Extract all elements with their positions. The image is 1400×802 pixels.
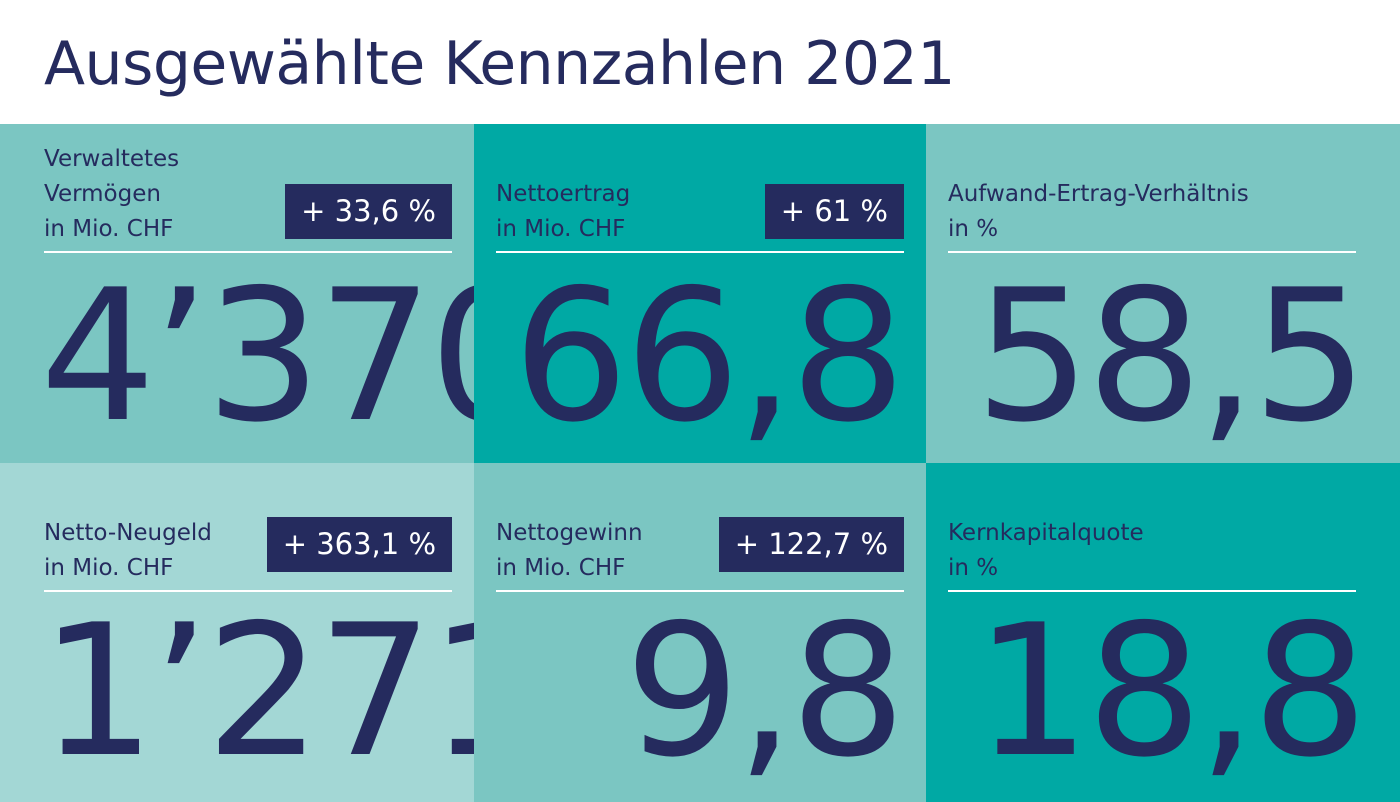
kpi-label-line: in % [948, 555, 999, 581]
kpi-label-line: Nettogewinn [496, 520, 643, 546]
page-title: Ausgewählte Kennzahlen 2021 [44, 29, 955, 99]
kpi-tile-cost-income-ratio: Aufwand-Ertrag-Verhältnis in % 58,5 [926, 124, 1400, 463]
kpi-label: Aufwand-Ertrag-Verhältnis in % [948, 177, 1249, 247]
kpi-tile-tier1-capital-ratio: Kernkapitalquote in % 18,8 [926, 463, 1400, 802]
kpi-label-line: in Mio. CHF [496, 555, 626, 581]
kpi-label: Kernkapitalquote in % [948, 516, 1144, 586]
kpi-tile-assets-under-management: Verwaltetes Vermögen in Mio. CHF + 33,6 … [0, 124, 474, 463]
header: Ausgewählte Kennzahlen 2021 [0, 0, 1400, 124]
kpi-change-badge: + 61 % [764, 184, 904, 239]
kpi-label: Verwaltetes Vermögen in Mio. CHF [44, 142, 179, 247]
kpi-label-line: in Mio. CHF [496, 216, 626, 242]
kpi-change-badge: + 363,1 % [266, 517, 452, 572]
kpi-label-line: Vermögen [44, 181, 161, 207]
divider [496, 590, 904, 592]
kpi-label-line: Aufwand-Ertrag-Verhältnis [948, 181, 1249, 207]
kpi-value: 58,5 [974, 250, 1368, 462]
kpi-change-badge: + 122,7 % [718, 517, 904, 572]
kpi-label-line: in Mio. CHF [44, 216, 174, 242]
kpi-value: 66,8 [512, 250, 906, 462]
kpi-label-line: Kernkapitalquote [948, 520, 1144, 546]
divider [948, 251, 1356, 253]
kpi-label-line: in Mio. CHF [44, 555, 174, 581]
kpi-value: 9,8 [624, 585, 906, 797]
kpi-value: 1’271 [40, 585, 474, 797]
divider [44, 590, 452, 592]
kpi-label-line: Nettoertrag [496, 181, 631, 207]
kpi-tile-net-revenue: Nettoertrag in Mio. CHF + 61 % 66,8 [474, 124, 926, 463]
kpi-tile-net-profit: Nettogewinn in Mio. CHF + 122,7 % 9,8 [474, 463, 926, 802]
kpi-grid: Verwaltetes Vermögen in Mio. CHF + 33,6 … [0, 124, 1400, 802]
kpi-label-line: Verwaltetes [44, 146, 180, 172]
kpi-change-badge: + 33,6 % [285, 184, 452, 239]
kpi-label: Nettogewinn in Mio. CHF [496, 516, 643, 586]
kpi-value: 18,8 [974, 585, 1368, 797]
kpi-label: Nettoertrag in Mio. CHF [496, 177, 630, 247]
kpi-tile-net-new-money: Netto-Neugeld in Mio. CHF + 363,1 % 1’27… [0, 463, 474, 802]
divider [948, 590, 1356, 592]
divider [496, 251, 904, 253]
divider [44, 251, 452, 253]
kpi-value: 4’370 [40, 250, 474, 462]
kpi-label-line: in % [948, 216, 999, 242]
kpi-label: Netto-Neugeld in Mio. CHF [44, 516, 212, 586]
kpi-label-line: Netto-Neugeld [44, 520, 212, 546]
